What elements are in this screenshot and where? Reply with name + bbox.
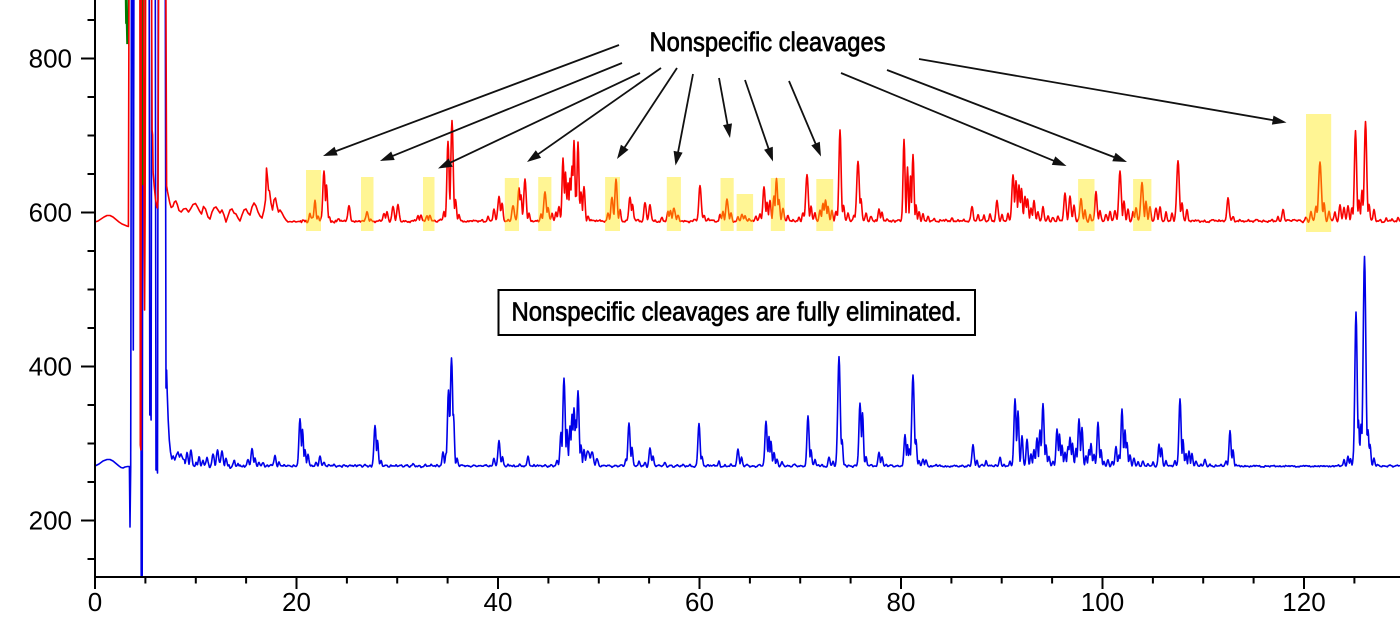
svg-text:200: 200 bbox=[29, 506, 72, 536]
svg-text:400: 400 bbox=[29, 352, 72, 382]
svg-text:800: 800 bbox=[29, 44, 72, 74]
svg-text:80: 80 bbox=[887, 587, 916, 617]
svg-text:Nonspecific cleavages: Nonspecific cleavages bbox=[650, 27, 886, 57]
svg-text:60: 60 bbox=[685, 587, 714, 617]
svg-text:100: 100 bbox=[1081, 587, 1124, 617]
svg-text:40: 40 bbox=[484, 587, 513, 617]
svg-text:20: 20 bbox=[282, 587, 311, 617]
svg-text:600: 600 bbox=[29, 198, 72, 228]
svg-text:0: 0 bbox=[88, 587, 102, 617]
svg-text:Nonspecific cleavages are full: Nonspecific cleavages are fully eliminat… bbox=[512, 299, 962, 327]
svg-text:120: 120 bbox=[1282, 587, 1325, 617]
